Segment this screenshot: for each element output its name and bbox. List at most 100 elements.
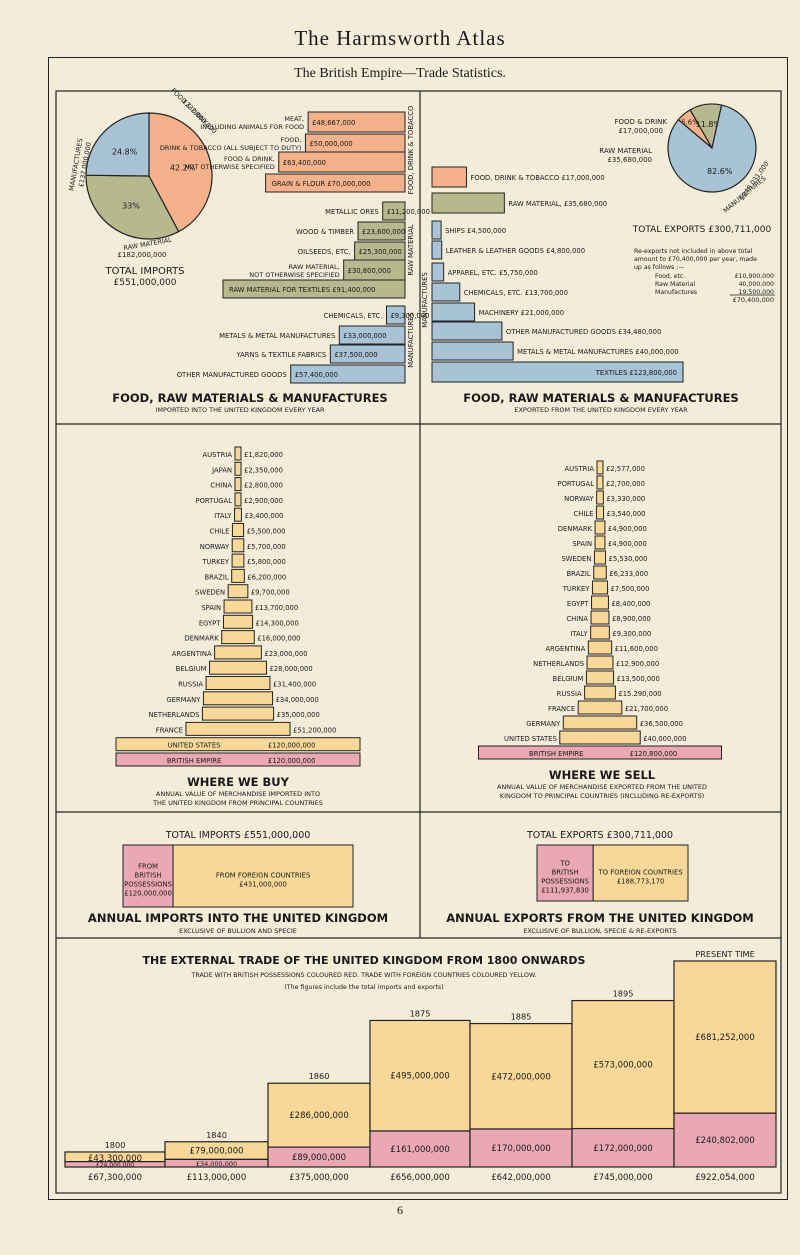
annual-exports-segment-value: £111,937,830: [541, 887, 589, 895]
where-we-buy-label: FRANCE: [156, 726, 183, 734]
import-category-label: METALLIC ORES: [325, 208, 379, 216]
where-we-sell-bar: [593, 550, 607, 565]
annual-exports-segment-value: £188,773,170: [617, 878, 665, 886]
imports-pie-slice: [85, 174, 180, 240]
exports-pie-percent-label: 11.8%: [696, 120, 722, 129]
annual-imports-subtitle: EXCLUSIVE OF BULLION AND SPECIE: [179, 927, 297, 935]
import-category-label: FOOD,: [280, 136, 301, 144]
trade-history-year-label: 1840: [206, 1130, 227, 1140]
where-we-buy-label: CHINA: [210, 482, 232, 490]
export-category-bar: [431, 302, 476, 322]
where-we-buy-label: CHILE: [209, 528, 229, 536]
where-we-buy-bar: [115, 737, 361, 752]
trade-history-foreign-bar: [571, 999, 675, 1130]
annual-imports-title: ANNUAL IMPORTS INTO THE UNITED KINGDOM: [88, 911, 388, 925]
annual-imports-segment-label: POSSESSIONS: [124, 881, 172, 889]
annual-exports-segment-label: TO: [559, 860, 570, 868]
where-we-sell-label: SWEDEN: [561, 555, 591, 563]
trade-history-year-label: 1885: [511, 1012, 532, 1022]
trade-history-year-label: 1895: [613, 989, 634, 999]
where-we-buy-bar: [234, 446, 242, 461]
where-we-buy-value: £14,300,000: [256, 619, 299, 627]
export-category-label: APPAREL, ETC. £5,750,000: [448, 269, 538, 277]
trade-history-year-label: 1875: [410, 1008, 431, 1018]
import-category-label: NOT OTHERWISE SPECIFIED: [249, 271, 339, 279]
trade-history-british-value: £161,000,000: [390, 1145, 449, 1155]
where-we-buy-subtitle: ANNUAL VALUE OF MERCHANDISE IMPORTED INT…: [156, 790, 320, 798]
annual-exports-total: TOTAL EXPORTS £300,711,000: [526, 830, 673, 841]
where-we-sell-value: £21,700,000: [625, 705, 668, 713]
where-we-sell-label: RUSSIA: [557, 690, 582, 698]
annual-imports-segment: [172, 844, 354, 908]
annual-imports-segment-label: FROM: [138, 863, 158, 871]
where-we-sell-value: £4,900,000: [608, 540, 647, 548]
re-exports-row-label: Raw Material: [655, 281, 695, 288]
where-we-sell-bar: [587, 640, 613, 655]
re-exports-row-label: Manufactures: [655, 289, 697, 296]
where-we-sell-label: CHILE: [573, 510, 593, 518]
where-we-buy-bar: [185, 721, 291, 736]
where-we-buy-bar: [221, 630, 255, 645]
trade-history-total: £642,000,000: [491, 1173, 550, 1183]
imports-pie-raw-value: £182,000,000: [118, 251, 167, 259]
export-category-bar: [431, 321, 503, 341]
import-category-label: METALS & METAL MANUFACTURES: [219, 332, 335, 340]
where-we-buy-label: BRAZIL: [204, 573, 228, 581]
where-we-sell-value: £3,540,000: [607, 510, 646, 518]
where-we-sell-label: NETHERLANDS: [533, 660, 584, 668]
annual-exports-subtitle: EXCLUSIVE OF BULLION, SPECIE & RE-EXPORT…: [523, 927, 676, 935]
import-category-label: FOOD & DRINK,: [224, 155, 275, 163]
where-we-sell-label: FRANCE: [548, 705, 575, 713]
where-we-sell-bar: [478, 745, 722, 760]
where-we-buy-title: WHERE WE BUY: [187, 775, 290, 789]
where-we-buy-bar: [234, 492, 242, 507]
where-we-buy-label: EGYPT: [199, 619, 221, 627]
exports-pie-percent-label: 82.6%: [707, 167, 733, 176]
import-category-label: DRINK & TOBACCO (ALL SUBJECT TO DUTY): [160, 144, 302, 152]
import-category-label: NOT OTHERWISE SPECIFIED: [184, 163, 274, 171]
trade-history-foreign-value: £472,000,000: [491, 1072, 550, 1082]
import-category-label: INCLUDING ANIMALS FOR FOOD: [200, 123, 304, 131]
export-category-bar: [431, 166, 467, 188]
where-we-buy-value: £120,000,000: [268, 742, 316, 750]
annual-imports-total: TOTAL IMPORTS £551,000,000: [165, 830, 311, 841]
exports-pie-raw-label: RAW MATERIAL: [599, 147, 652, 155]
where-we-sell-bar: [591, 595, 609, 610]
import-category-label: OTHER MANUFACTURED GOODS: [177, 371, 287, 379]
trade-history-total: £745,000,000: [593, 1173, 652, 1183]
import-category-value: £30,800,000: [348, 267, 391, 275]
where-we-buy-bar: [223, 599, 253, 614]
where-we-sell-bar: [595, 505, 605, 520]
plate-subtitle: The British Empire—Trade Statistics.: [294, 66, 506, 81]
where-we-sell-label: DENMARK: [558, 525, 593, 533]
where-we-sell-bar: [577, 700, 623, 715]
where-we-sell-value: £15.290,000: [618, 690, 661, 698]
where-we-sell-label: PORTUGAL: [557, 480, 594, 488]
export-category-label: FOOD, DRINK & TOBACCO £17,000,000: [470, 174, 604, 182]
where-we-buy-label: DENMARK: [184, 635, 219, 643]
where-we-sell-bar: [590, 610, 610, 625]
export-category-label: LEATHER & LEATHER GOODS £4,800,000: [446, 247, 585, 255]
exports-category-title: FOOD, RAW MATERIALS & MANUFACTURES: [463, 391, 738, 405]
where-we-buy-bar: [231, 523, 245, 537]
where-we-buy-value: £2,800,000: [244, 482, 283, 490]
exports-pie-food-label: FOOD & DRINK: [615, 118, 668, 126]
where-we-buy-bar: [222, 614, 254, 629]
where-we-sell-value: £6,233,000: [609, 570, 648, 578]
annual-imports-segment-label: FROM FOREIGN COUNTRIES: [216, 872, 310, 880]
where-we-sell-label: EGYPT: [567, 600, 589, 608]
trade-history-british-bar: [369, 1130, 471, 1168]
where-we-sell-value: £11,600,000: [615, 645, 658, 653]
where-we-buy-value: £5,800,000: [247, 558, 286, 566]
import-group-raw: RAW MATERIAL: [407, 224, 415, 275]
where-we-sell-bar: [559, 730, 641, 745]
where-we-buy-value: £120,000,000: [268, 757, 316, 765]
export-category-bar: [431, 361, 684, 383]
export-category-label: METALS & METAL MANUFACTURES £40,000,000: [517, 348, 679, 356]
imports-category-subtitle: IMPORTED INTO THE UNITED KINGDOM EVERY Y…: [155, 406, 325, 414]
import-category-value: £33,000,000: [343, 332, 386, 340]
trade-history-note: (The figures include the total imports a…: [284, 984, 443, 991]
where-we-buy-bar: [234, 477, 242, 492]
where-we-buy-label: NETHERLANDS: [149, 711, 200, 719]
where-we-buy-bar: [115, 752, 361, 767]
